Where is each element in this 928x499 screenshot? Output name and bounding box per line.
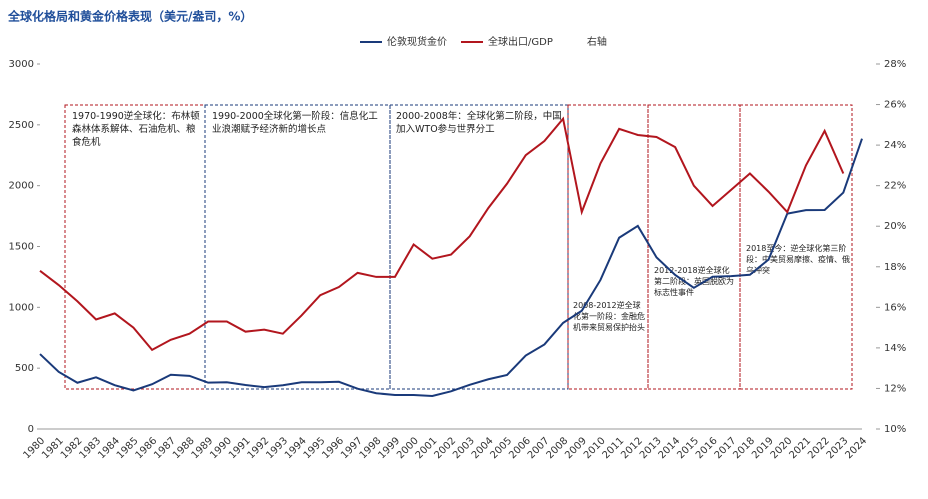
series-line: [39, 138, 863, 398]
legend-label: 伦敦现货金价: [387, 35, 447, 48]
annotation-text: 2018至今：逆全球化第三阶段：中美贸易摩擦、疫情、俄乌冲突: [746, 244, 850, 275]
annotation-text: 1990-2000全球化第一阶段：信息化工业浪潮赋予经济新的增长点: [212, 111, 378, 135]
legend-label: 全球出口/GDP: [488, 35, 553, 48]
y2-tick-label: 20%: [884, 221, 906, 232]
y2-tick-label: 26%: [884, 100, 906, 111]
y-tick-label: 500: [15, 363, 34, 374]
x-tick-label: 2024: [843, 435, 869, 461]
annotation: 1970-1990逆全球化：布林顿森林体系解体、石油危机、粮食危机: [72, 111, 200, 148]
annotation-text: 2000-2008年：全球化第二阶段，中国加入WTO参与世界分工: [396, 111, 562, 135]
annotation: 2000-2008年：全球化第二阶段，中国加入WTO参与世界分工: [396, 111, 562, 135]
y-tick-label: 1000: [9, 302, 34, 313]
annotation-text: 2012-2018逆全球化第二阶段：英国脱欧为标志性事件: [654, 266, 734, 297]
annotation: 2018至今：逆全球化第三阶段：中美贸易摩擦、疫情、俄乌冲突: [746, 244, 850, 275]
y2-tick-label: 12%: [884, 383, 906, 394]
y-tick-label: 2000: [9, 181, 34, 192]
y2-tick-label: 16%: [884, 302, 906, 313]
chart-title: 全球化格局和黄金价格表现（美元/盎司，%）: [7, 9, 252, 24]
annotation: 1990-2000全球化第一阶段：信息化工业浪潮赋予经济新的增长点: [212, 111, 378, 135]
annotation-text: 2008-2012逆全球化第一阶段：金融危机带来贸易保护抬头: [573, 301, 645, 332]
period-box: [739, 104, 853, 390]
y2-tick-label: 28%: [884, 59, 906, 70]
legend-note: 右轴: [587, 35, 607, 48]
annotation: 2012-2018逆全球化第二阶段：英国脱欧为标志性事件: [654, 266, 734, 297]
y2-tick-label: 24%: [884, 140, 906, 151]
y-tick-label: 1500: [9, 242, 34, 253]
annotation: 2008-2012逆全球化第一阶段：金融危机带来贸易保护抬头: [573, 301, 645, 332]
y2-tick-label: 18%: [884, 262, 906, 273]
y-tick-label: 0: [28, 424, 34, 435]
y-tick-label: 2500: [9, 120, 34, 131]
y2-tick-label: 22%: [884, 181, 906, 192]
y2-tick-label: 10%: [884, 424, 906, 435]
y2-tick-label: 14%: [884, 343, 906, 354]
series-line: [39, 116, 845, 352]
period-box: [647, 104, 741, 390]
period-boxes: [64, 104, 853, 390]
annotation-text: 1970-1990逆全球化：布林顿森林体系解体、石油危机、粮食危机: [72, 111, 200, 148]
y-tick-label: 3000: [9, 59, 34, 70]
